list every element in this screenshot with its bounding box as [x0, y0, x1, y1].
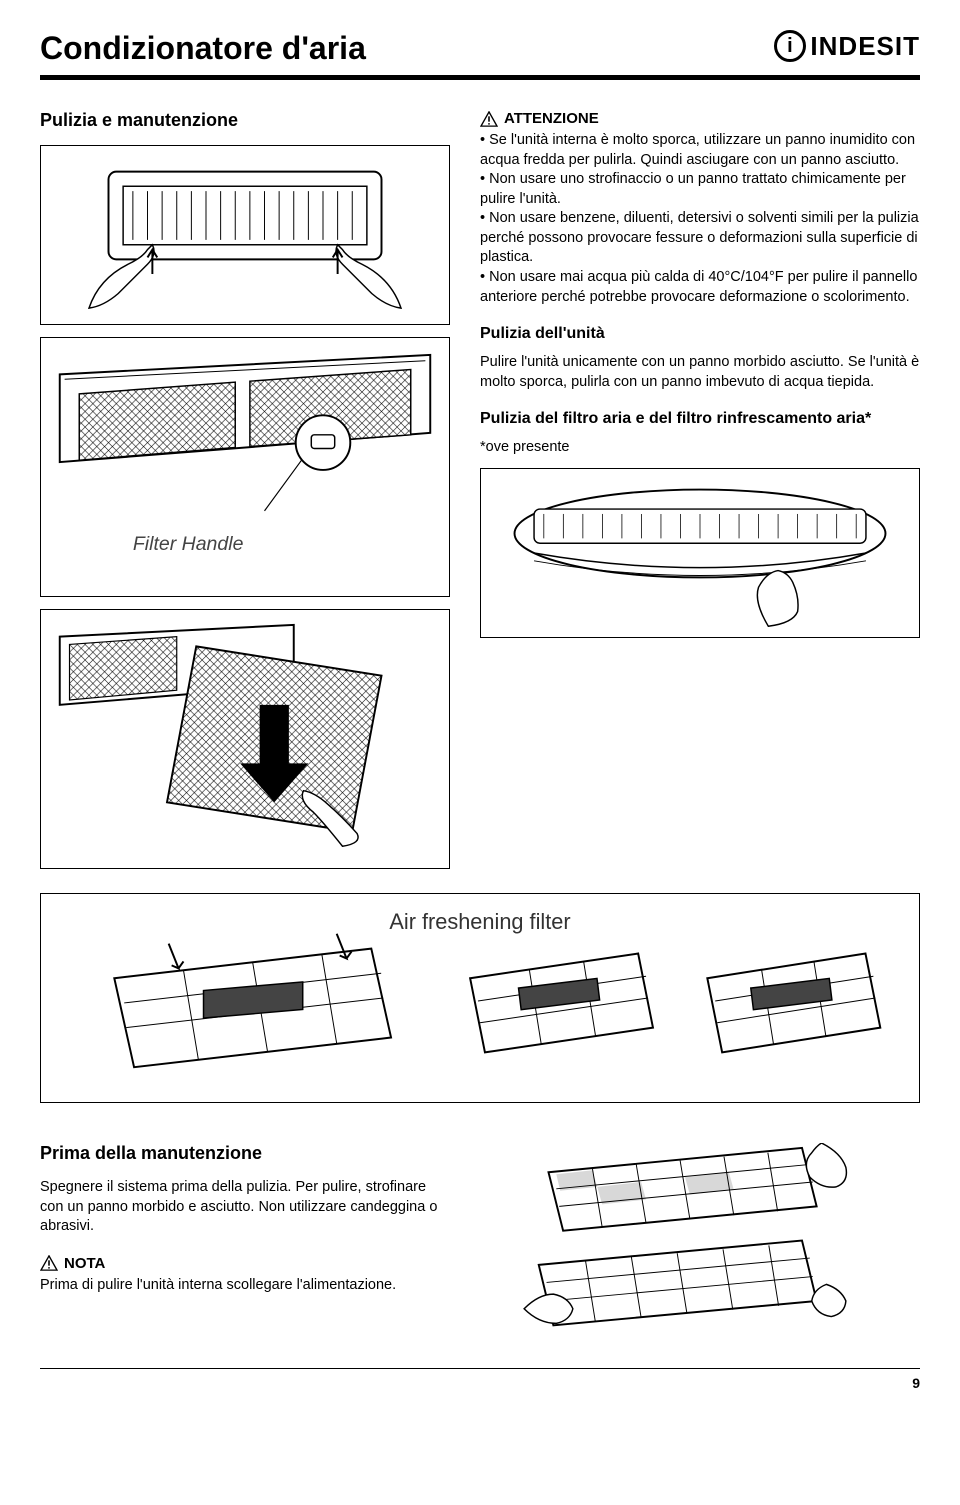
page-root: Condizionatore d'aria i INDESIT Pulizia …	[0, 0, 960, 1411]
heading-before-maintenance: Prima della manutenzione	[40, 1143, 450, 1164]
filter-handle-illustration-svg: Filter Handle	[50, 343, 440, 591]
open-unit-illustration-svg	[50, 151, 440, 319]
warning-icon	[480, 111, 498, 127]
note-header: NOTA	[40, 1255, 450, 1272]
left-column: Pulizia e manutenzione	[40, 110, 450, 881]
figure-filter-handle: Filter Handle	[40, 337, 450, 597]
bottom-right	[480, 1143, 920, 1338]
figure-open-unit	[40, 145, 450, 325]
filter-handle-caption-svg: Filter Handle	[133, 533, 244, 555]
note-body: Prima di pulire l'unità interna scollega…	[40, 1276, 450, 1296]
figure-air-freshening: Air freshening filter	[40, 893, 920, 1103]
subheading-clean-filter: Pulizia del filtro aria e del filtro rin…	[480, 410, 920, 428]
bottom-section: Prima della manutenzione Spegnere il sis…	[40, 1143, 920, 1338]
attention-body: • Se l'unità interna è molto sporca, uti…	[480, 131, 920, 307]
brand-logo: i INDESIT	[774, 30, 920, 62]
figure-unit-hand	[480, 468, 920, 638]
section-heading-maintenance: Pulizia e manutenzione	[40, 110, 450, 131]
note-label: NOTA	[64, 1255, 105, 1272]
brand-text: INDESIT	[810, 31, 920, 62]
air-freshening-caption-svg: Air freshening filter	[389, 909, 570, 934]
header-divider	[40, 75, 920, 80]
before-maintenance-body: Spegnere il sistema prima della pulizia.…	[40, 1178, 450, 1237]
clean-unit-body: Pulire l'unità unicamente con un panno m…	[480, 353, 920, 392]
unit-hand-illustration-svg	[495, 474, 905, 632]
brand-icon: i	[774, 30, 806, 62]
main-content: Pulizia e manutenzione	[40, 110, 920, 881]
subheading-clean-unit: Pulizia dell'unità	[480, 325, 920, 343]
pull-filter-illustration-svg	[50, 615, 440, 863]
figure-pull-filter	[40, 609, 450, 869]
page-header: Condizionatore d'aria i INDESIT	[40, 30, 920, 67]
warning-icon	[40, 1255, 58, 1271]
clean-filter-note: *ove presente	[480, 438, 920, 458]
page-number: 9	[912, 1375, 920, 1391]
attention-label: ATTENZIONE	[504, 110, 599, 127]
air-freshening-illustration-svg: Air freshening filter	[55, 899, 905, 1097]
filter-cleaning-illustration-svg	[480, 1143, 890, 1338]
page-footer: 9	[40, 1368, 920, 1391]
bottom-left: Prima della manutenzione Spegnere il sis…	[40, 1143, 450, 1338]
page-title: Condizionatore d'aria	[40, 30, 366, 67]
attention-header: ATTENZIONE	[480, 110, 920, 127]
right-column: ATTENZIONE • Se l'unità interna è molto …	[480, 110, 920, 881]
